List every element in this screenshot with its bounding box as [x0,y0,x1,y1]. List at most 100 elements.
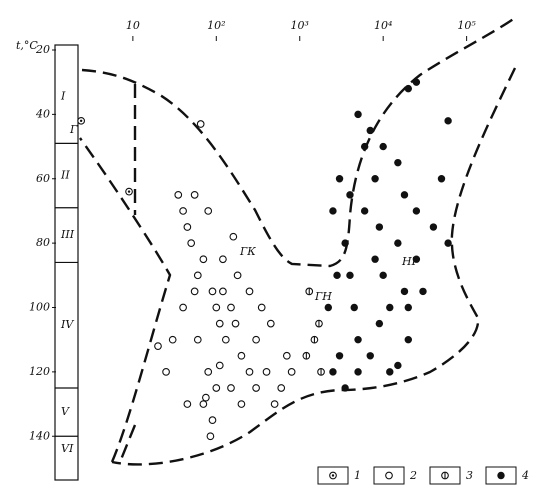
point [404,303,412,312]
point [212,384,221,392]
point [204,207,213,215]
legend-box [485,466,517,485]
point [386,303,394,312]
point [354,335,362,344]
point [371,175,379,183]
point [444,239,452,247]
point [400,287,409,296]
point [412,207,421,215]
point [231,319,240,328]
point [193,335,202,344]
point [204,368,213,376]
y-tick-label: 120 [29,365,50,378]
point [360,207,369,215]
point [252,335,260,344]
point [310,335,319,344]
point [394,239,402,247]
point [341,384,349,392]
point [162,368,170,376]
legend-symbol [385,471,393,480]
point [227,384,235,392]
point [412,78,421,86]
point [215,319,224,328]
point [341,239,349,247]
x-tick-label: 10⁵ [457,19,476,32]
point [179,207,187,215]
point [190,190,199,199]
point [366,126,374,135]
point [208,416,217,425]
point [179,303,187,312]
region-label: ГН [314,290,332,303]
point [190,287,199,296]
point [375,319,384,328]
legend-symbol [441,471,449,480]
point [412,255,421,263]
point [404,84,412,93]
y-tick-label: 140 [29,429,50,442]
point [202,393,210,402]
point [354,368,362,376]
point [252,384,260,392]
point [354,110,362,119]
point [183,223,192,231]
legend-box [317,466,349,485]
legend-label: 2 [409,469,417,482]
y-tick-label: 40 [35,107,50,120]
point [404,335,412,344]
y-tick-label: 20 [35,43,50,56]
point [282,351,291,360]
point [335,175,344,183]
point [233,271,242,280]
x-tick-label: 10 [126,19,140,32]
point [375,223,384,231]
point [305,287,314,296]
point [386,368,394,376]
point [315,319,323,328]
legend-label: 4 [521,469,529,482]
point [257,303,266,312]
point [245,287,254,296]
x-tick-label: 10³ [291,19,309,32]
point [394,361,402,370]
point [227,303,235,312]
point [350,303,358,312]
point [219,287,227,296]
legend-symbol [497,471,505,480]
point [266,319,275,328]
point [444,117,452,125]
point [77,116,86,125]
point [329,368,337,376]
point [199,400,208,408]
zone-label: II [60,169,70,182]
point [174,190,183,199]
point [183,400,192,408]
legend-label: 3 [466,469,473,482]
zone-label: III [60,228,75,241]
point [379,271,387,280]
legend-box [429,466,461,485]
point [277,384,286,392]
point [329,207,337,215]
y-tick-label: 80 [36,236,50,249]
point [366,352,374,360]
point [229,232,238,241]
zone-label: V [61,405,70,418]
point [346,191,354,199]
point [221,335,230,344]
point [333,271,341,280]
point [154,342,162,350]
point [206,432,215,441]
point [262,368,271,376]
point [125,187,133,196]
point [215,361,224,370]
point [168,335,177,344]
point [317,368,325,376]
zone-label: IV [60,318,74,331]
point [212,303,221,312]
point [346,271,354,280]
point [302,351,311,360]
point [187,239,196,247]
point [371,255,379,263]
